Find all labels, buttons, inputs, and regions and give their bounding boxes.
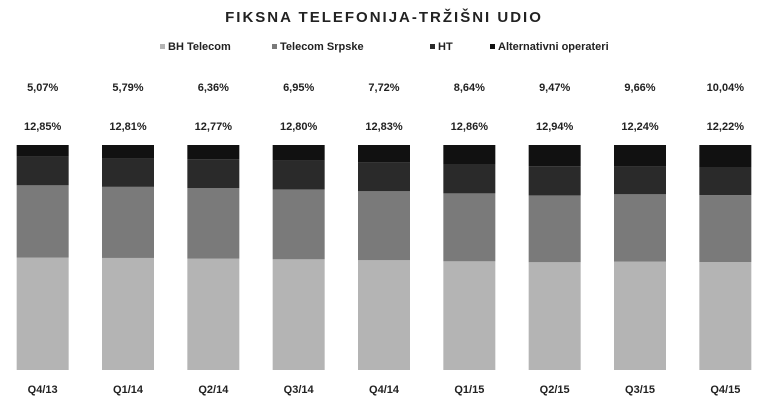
bar-segment	[358, 162, 410, 192]
x-tick-label: Q3/15	[625, 384, 655, 396]
bar-segment	[187, 258, 240, 370]
data-label: 6,36%	[198, 82, 229, 94]
data-label: 12,22%	[707, 121, 745, 133]
data-label: 9,47%	[539, 82, 570, 94]
bar-segment	[699, 167, 752, 196]
x-tick-label: Q4/14	[369, 384, 400, 396]
bar-segment	[528, 145, 581, 167]
bar-segment	[272, 189, 325, 260]
bar-segment	[16, 185, 69, 258]
bar-segment	[102, 257, 154, 370]
bar-segment	[528, 262, 581, 370]
bar-segment	[699, 145, 752, 168]
chart-title: FIKSNA TELEFONIJA-TRŽIŠNI UDIO	[225, 8, 543, 26]
data-label: 12,94%	[536, 121, 574, 133]
bar-segment	[102, 158, 154, 187]
bar-segment	[272, 145, 325, 161]
data-label: 9,66%	[624, 82, 655, 94]
data-label: 10,04%	[707, 82, 745, 94]
bar-segment	[699, 262, 752, 370]
legend-swatch	[490, 44, 495, 49]
bar-segment	[614, 145, 666, 167]
x-tick-label: Q2/14	[198, 384, 229, 396]
bar-segment	[614, 194, 666, 262]
bar-segment	[102, 145, 154, 159]
data-label: 6,95%	[283, 82, 314, 94]
data-label: 12,86%	[451, 121, 489, 133]
data-label: 5,07%	[27, 82, 58, 94]
bar-segment	[614, 166, 666, 195]
bar-segment	[614, 261, 666, 370]
data-label: 7,72%	[368, 82, 399, 94]
legend-label: HT	[438, 41, 453, 53]
data-label: 12,80%	[280, 121, 318, 133]
data-label: 8,64%	[454, 82, 485, 94]
bar-segment	[528, 166, 581, 196]
bar-segment	[443, 145, 496, 165]
data-label: 12,77%	[195, 121, 233, 133]
bar-segment	[443, 193, 496, 262]
data-label: 12,81%	[109, 121, 147, 133]
data-label: 12,24%	[621, 121, 659, 133]
bar-segment	[358, 191, 410, 261]
x-tick-label: Q2/15	[540, 384, 570, 396]
x-tick-label: Q4/13	[28, 384, 58, 396]
legend-label: Telecom Srpske	[280, 41, 364, 53]
x-tick-label: Q1/15	[454, 384, 484, 396]
bar-segment	[272, 259, 325, 370]
legend-swatch	[160, 44, 165, 49]
bar-segment	[16, 156, 69, 186]
bar-segment	[187, 188, 240, 259]
data-label: 5,79%	[112, 82, 143, 94]
data-label: 12,85%	[24, 121, 62, 133]
data-label: 12,83%	[365, 121, 403, 133]
bar-segment	[16, 257, 69, 370]
legend-swatch	[272, 44, 277, 49]
bar-segment	[443, 164, 496, 194]
x-tick-label: Q3/14	[284, 384, 315, 396]
bar-segment	[16, 145, 69, 157]
bar-segment	[358, 260, 410, 370]
bar-segment	[102, 186, 154, 258]
legend-swatch	[430, 44, 435, 49]
bar-segment	[187, 159, 240, 189]
bar-segment	[358, 145, 410, 163]
bar-segment	[528, 195, 581, 263]
bar-segment	[699, 195, 752, 262]
bar-segment	[187, 145, 240, 160]
x-tick-label: Q1/14	[113, 384, 144, 396]
legend-label: BH Telecom	[168, 41, 231, 53]
x-tick-label: Q4/15	[710, 384, 740, 396]
legend-label: Alternativni operateri	[498, 41, 609, 53]
bar-segment	[443, 261, 496, 370]
bar-segment	[272, 160, 325, 190]
